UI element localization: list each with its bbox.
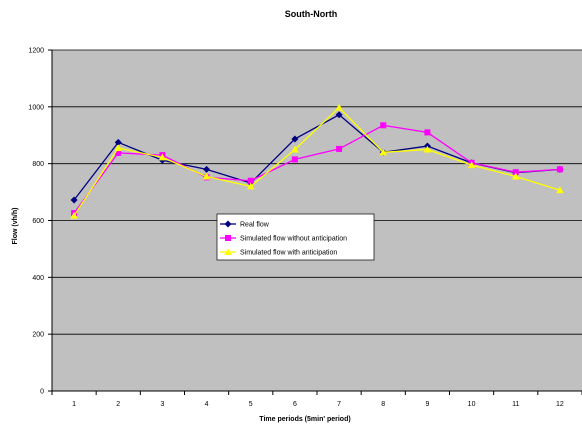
y-axis-label: Flow (vh/h) xyxy=(12,208,19,245)
data-point xyxy=(512,169,519,176)
series-line xyxy=(73,106,561,217)
series-group xyxy=(70,103,564,219)
x-axis-ticks: 1 2 3 4 5 6 7 8 9 10 11 12 xyxy=(51,391,582,408)
y-tick-label: 200 xyxy=(32,332,44,339)
data-point xyxy=(158,153,167,161)
series-3 xyxy=(70,103,564,219)
data-point xyxy=(203,165,211,173)
data-point xyxy=(114,138,122,146)
data-point xyxy=(291,145,299,153)
legend-label: Simulated flow without anticipation xyxy=(240,236,347,243)
legend-label: Real flow xyxy=(240,222,270,229)
y-tick-label: 400 xyxy=(32,275,44,282)
x-tick-label: 8 xyxy=(381,401,385,408)
x-tick-label: 2 xyxy=(116,401,120,408)
data-point xyxy=(423,145,432,153)
legend-marker xyxy=(225,235,231,241)
data-point xyxy=(246,182,255,190)
legend-marker xyxy=(224,220,232,228)
data-point xyxy=(336,145,343,152)
x-tick-label: 3 xyxy=(160,401,164,408)
x-tick-label: 11 xyxy=(512,401,519,408)
data-point xyxy=(335,111,343,119)
data-point xyxy=(379,148,388,156)
y-axis-ticks: 0 200 400 600 800 1000 1200 xyxy=(28,48,52,396)
data-point xyxy=(380,122,387,129)
x-tick-label: 6 xyxy=(293,401,297,408)
data-point xyxy=(467,161,476,169)
legend: Real flow Simulated flow without anticipa… xyxy=(216,213,375,261)
series-line xyxy=(73,124,560,214)
y-tick-label: 600 xyxy=(32,218,44,225)
data-point xyxy=(291,156,298,163)
x-tick-label: 4 xyxy=(205,401,209,408)
y-tick-label: 1200 xyxy=(28,48,44,55)
y-tick-label: 0 xyxy=(40,389,44,396)
data-point xyxy=(424,129,431,136)
data-point xyxy=(70,211,78,219)
chart-title: South-North xyxy=(285,9,337,19)
x-tick-label: 1 xyxy=(72,401,76,408)
data-point xyxy=(115,149,122,156)
legend-label: Simulated flow with anticipation xyxy=(240,250,337,257)
y-tick-label: 800 xyxy=(32,161,44,168)
data-point xyxy=(247,177,254,184)
data-point xyxy=(202,172,211,180)
x-tick-label: 5 xyxy=(249,401,253,408)
data-point xyxy=(556,186,564,194)
data-point xyxy=(291,135,299,143)
y-tick-label: 1000 xyxy=(28,104,44,111)
legend-marker xyxy=(224,248,232,255)
data-point xyxy=(556,166,563,173)
data-point xyxy=(70,196,78,204)
x-tick-label: 10 xyxy=(468,401,476,408)
x-tick-label: 9 xyxy=(425,401,429,408)
x-tick-label: 7 xyxy=(337,401,341,408)
data-point xyxy=(511,172,520,180)
legend-box xyxy=(216,213,375,261)
data-point xyxy=(114,144,123,152)
data-point xyxy=(335,103,343,111)
x-axis-label: Time periods (5min' period) xyxy=(259,416,350,423)
x-tick-label: 12 xyxy=(556,401,564,408)
